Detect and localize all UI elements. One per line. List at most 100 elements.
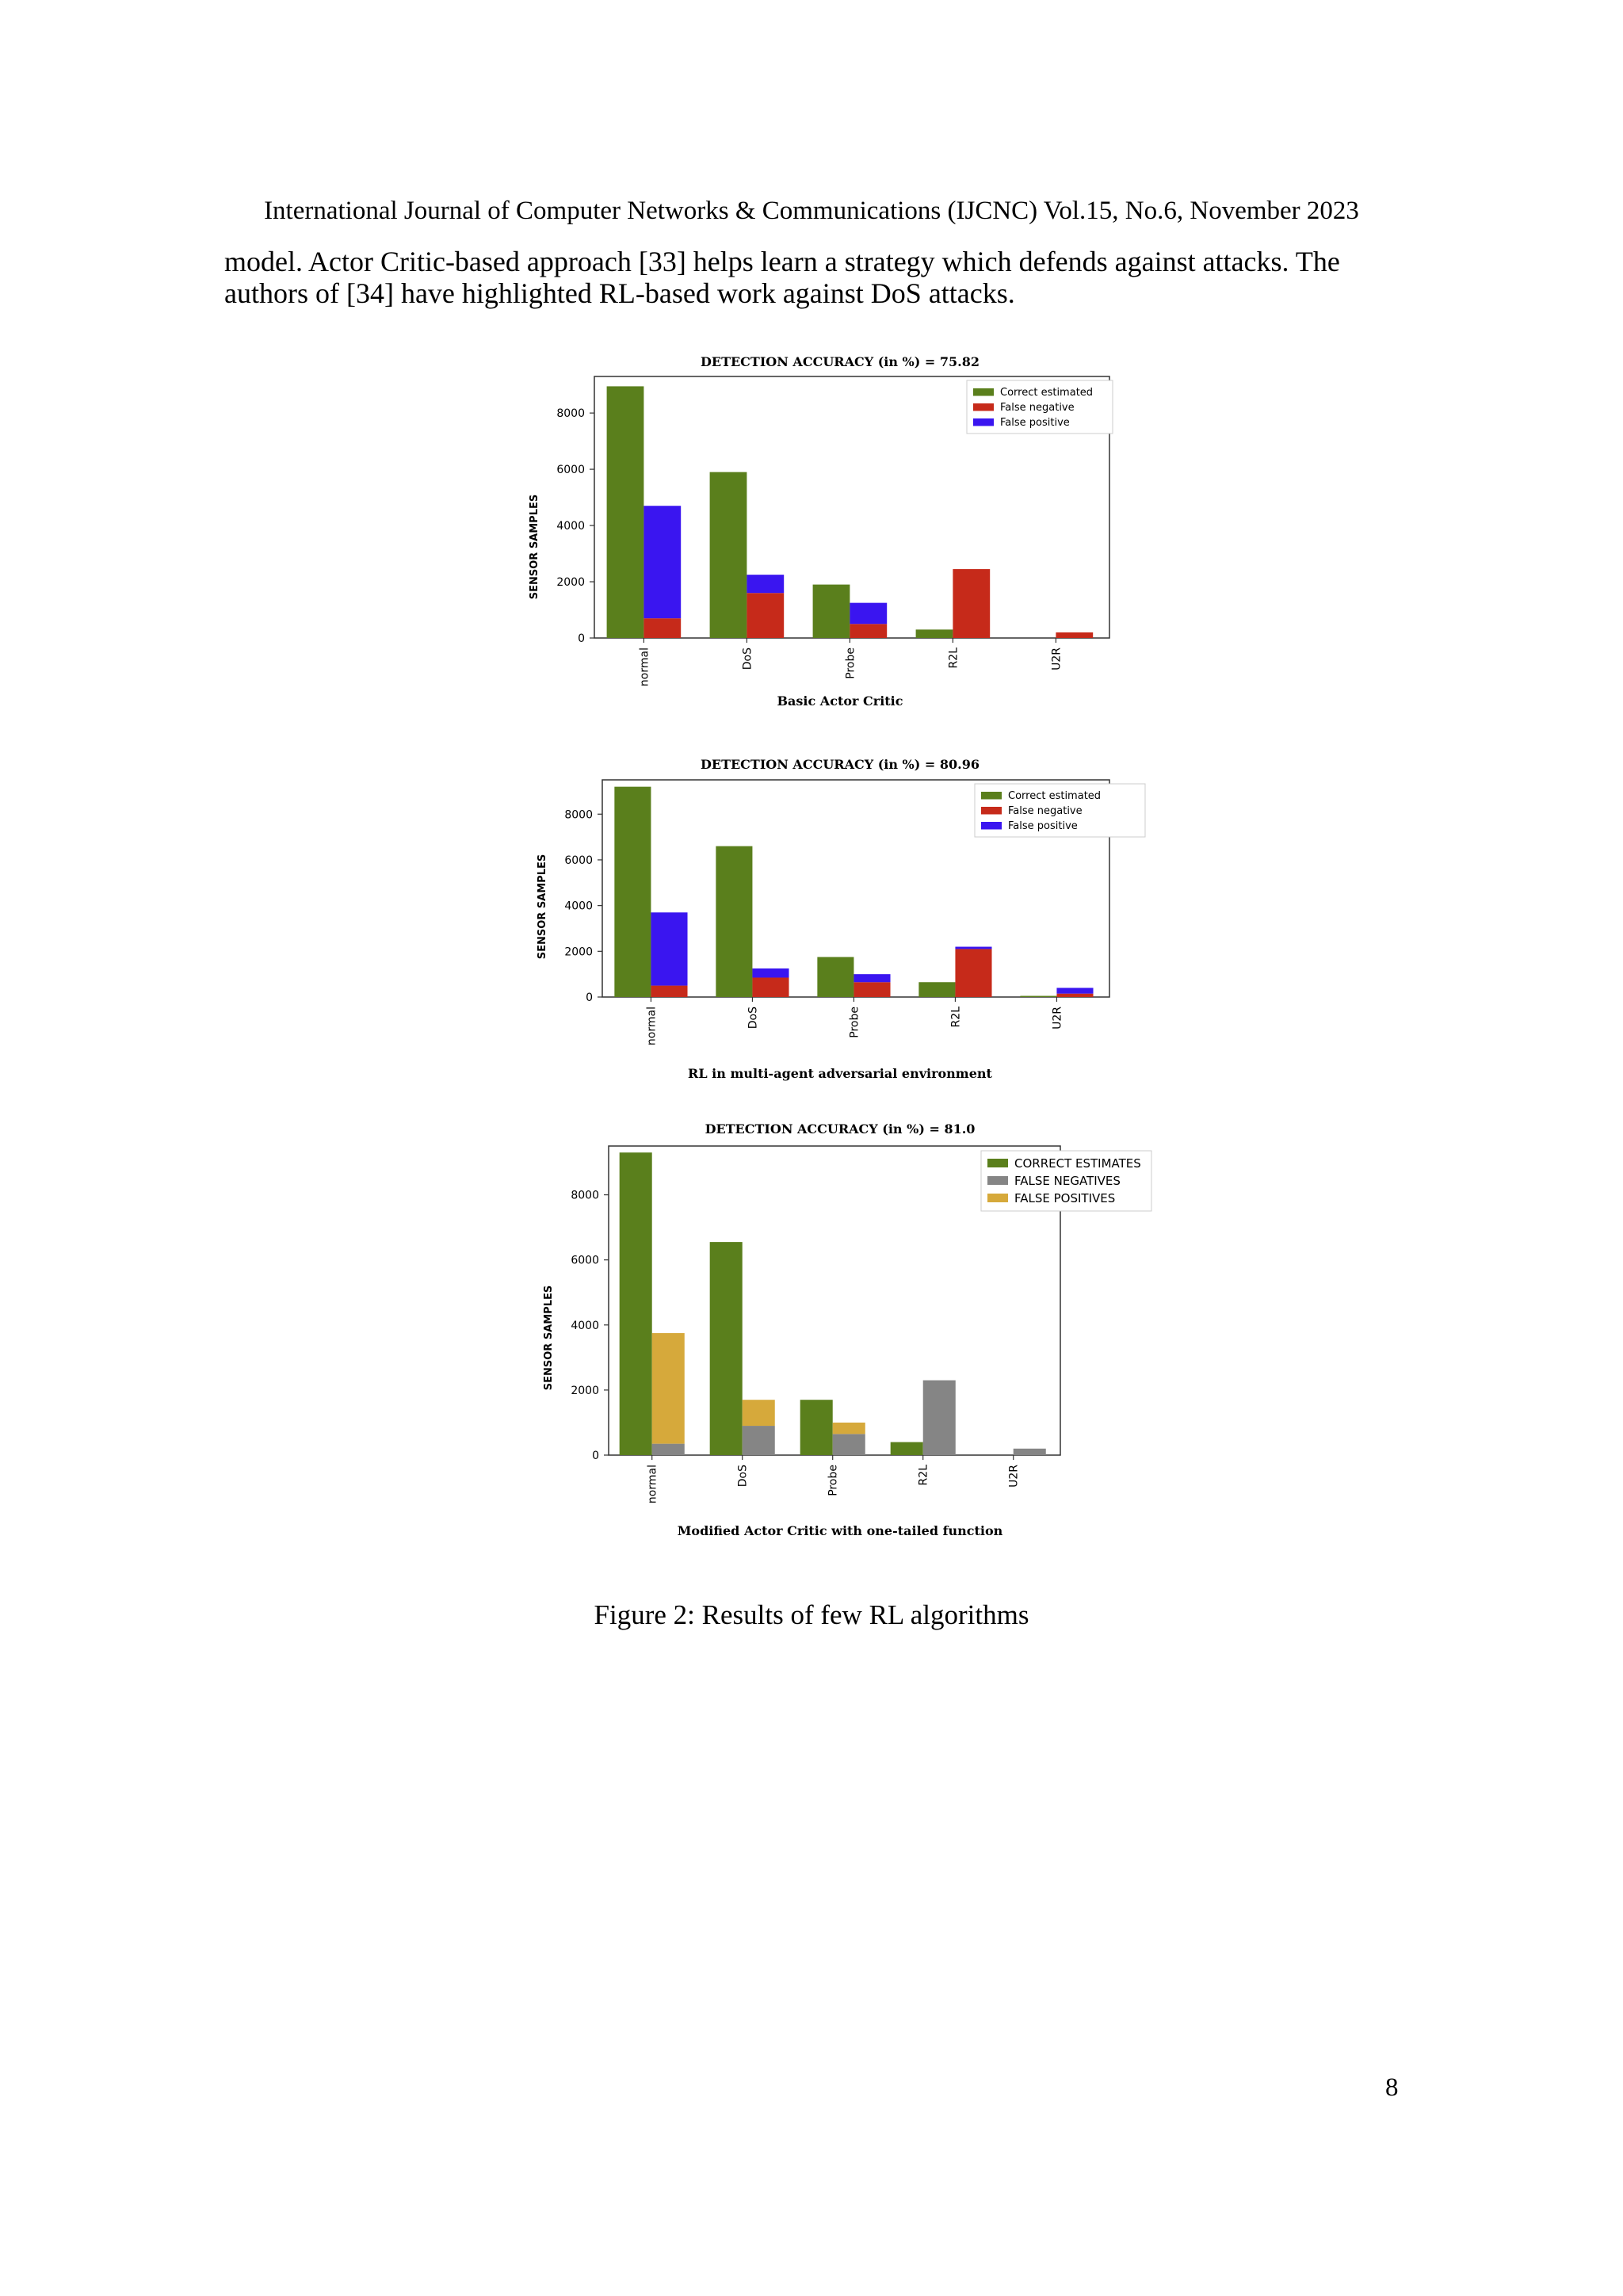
y-tick-label: 6000 <box>571 1255 599 1267</box>
bar-positive-normal <box>643 506 682 619</box>
x-tick-label-normal: normal <box>645 1007 658 1045</box>
y-tick-label: 4000 <box>571 1320 599 1332</box>
y-tick-label: 6000 <box>564 854 593 867</box>
bar-correct-probe <box>812 584 850 638</box>
x-tick-label-u2r: U2R <box>1008 1465 1021 1488</box>
bar-correct-dos <box>709 472 747 638</box>
bar-correct-probe <box>817 957 854 997</box>
bar-negative-r2l <box>953 569 991 638</box>
legend-swatch-correct <box>981 792 1002 800</box>
x-tick-label-normal: normal <box>647 1465 659 1503</box>
bar-negative-u2r <box>1056 632 1094 638</box>
bar-positive-normal <box>651 1333 685 1444</box>
bar-correct-r2l <box>918 982 956 997</box>
x-tick-label-probe: Probe <box>848 1007 861 1038</box>
y-axis-label: SENSOR SAMPLES <box>529 495 540 600</box>
bar-correct-r2l <box>915 629 953 638</box>
bar-negative-normal <box>643 618 682 638</box>
bar-negative-normal <box>651 1443 685 1455</box>
x-tick-label-dos: DoS <box>737 1465 750 1487</box>
legend-swatch-positive <box>987 1194 1008 1202</box>
legend-label-correct: CORRECT ESTIMATES <box>1014 1156 1141 1171</box>
bar-negative-u2r <box>1056 993 1094 997</box>
x-tick-label-u2r: U2R <box>1051 1007 1064 1030</box>
journal-header: International Journal of Computer Networ… <box>264 197 1359 225</box>
y-tick-label: 4000 <box>564 900 593 913</box>
x-tick-label-dos: DoS <box>747 1007 759 1029</box>
chart-legend: Correct estimated False negative False pos… <box>974 783 1146 838</box>
legend-swatch-correct <box>987 1159 1008 1167</box>
bar-correct-r2l <box>890 1442 923 1455</box>
legend-box <box>974 783 1146 838</box>
bar-correct-u2r <box>1020 995 1057 997</box>
figure-2-chart-basic-actor-critic: DETECTION ACCURACY (in %) = 75.82 0 2000 40… <box>529 354 1113 709</box>
chart-title: DETECTION ACCURACY (in %) = 81.0 <box>705 1121 976 1137</box>
x-tick-label-r2l: R2L <box>947 648 960 669</box>
x-tick-label-r2l: R2L <box>949 1007 962 1028</box>
legend-swatch-negative <box>981 807 1002 815</box>
bar-negative-probe <box>850 624 888 638</box>
legend-label-negative: False negative <box>1000 402 1075 414</box>
legend-swatch-positive <box>981 822 1002 830</box>
body-line-1: model. Actor Critic-based approach [33] … <box>224 246 1340 277</box>
chart-legend: CORRECT ESTIMATES FALSE NEGATIVES FALSE PO… <box>980 1150 1152 1212</box>
y-tick-label: 8000 <box>564 808 593 821</box>
y-tick-label: 4000 <box>556 520 585 533</box>
chart-subtitle: Modified Actor Critic with one-tailed fu… <box>678 1523 1003 1538</box>
figure-2-chart-multi-agent: DETECTION ACCURACY (in %) = 80.96 0 2000 40… <box>537 757 1146 1081</box>
bar-positive-dos <box>752 968 789 978</box>
bar-positive-probe <box>832 1422 865 1435</box>
bar-positive-r2l <box>955 946 992 949</box>
bar-negative-dos <box>752 977 789 997</box>
legend-label-negative: FALSE NEGATIVES <box>1014 1174 1121 1188</box>
legend-label-negative: False negative <box>1008 805 1083 817</box>
y-tick-label: 8000 <box>571 1190 599 1202</box>
legend-swatch-positive <box>973 418 994 426</box>
page-number: 8 <box>1385 2073 1399 2102</box>
bar-positive-probe <box>850 602 888 625</box>
chart-subtitle: Basic Actor Critic <box>777 693 903 709</box>
y-tick-label: 0 <box>586 991 593 1004</box>
bar-correct-dos <box>709 1242 743 1455</box>
y-tick-label: 8000 <box>556 407 585 420</box>
bar-positive-dos <box>747 575 785 594</box>
bar-negative-r2l <box>922 1380 956 1455</box>
bar-negative-dos <box>747 593 785 638</box>
bar-correct-normal <box>606 386 644 638</box>
bar-positive-probe <box>854 974 891 983</box>
x-tick-label-r2l: R2L <box>918 1465 930 1486</box>
figure-caption: Figure 2: Results of few RL algorithms <box>594 1599 1029 1630</box>
x-tick-label-probe: Probe <box>844 648 857 679</box>
legend-label-correct: Correct estimated <box>1008 790 1101 802</box>
figure-2-chart-modified-actor-critic: DETECTION ACCURACY (in %) = 81.0 0 2000 400… <box>543 1121 1152 1538</box>
legend-label-positive: False positive <box>1008 820 1078 832</box>
y-tick-label: 2000 <box>564 946 593 958</box>
bar-positive-dos <box>742 1400 775 1427</box>
legend-label-correct: Correct estimated <box>1000 387 1093 399</box>
x-tick-label-dos: DoS <box>741 648 754 670</box>
bar-negative-dos <box>742 1426 775 1455</box>
bar-positive-u2r <box>1056 988 1094 994</box>
x-tick-label-normal: normal <box>638 648 651 686</box>
chart-subtitle: RL in multi-agent adversarial environmen… <box>688 1066 993 1081</box>
bar-negative-u2r <box>1013 1448 1046 1455</box>
y-tick-label: 0 <box>592 1450 599 1462</box>
legend-label-positive: FALSE POSITIVES <box>1014 1191 1115 1205</box>
y-tick-label: 0 <box>578 632 585 645</box>
x-tick-label-u2r: U2R <box>1050 648 1063 670</box>
chart-legend: Correct estimated False negative False pos… <box>966 380 1113 434</box>
bar-correct-dos <box>716 846 753 997</box>
legend-swatch-correct <box>973 388 994 396</box>
bar-positive-normal <box>651 912 688 986</box>
y-tick-label: 6000 <box>556 464 585 476</box>
y-tick-label: 2000 <box>571 1385 599 1397</box>
x-tick-label-probe: Probe <box>827 1465 840 1496</box>
body-paragraph: model. Actor Critic-based approach [33] … <box>224 246 1413 309</box>
bar-negative-normal <box>651 985 688 997</box>
bar-negative-probe <box>854 982 891 997</box>
chart-title: DETECTION ACCURACY (in %) = 80.96 <box>701 757 980 772</box>
chart-title: DETECTION ACCURACY (in %) = 75.82 <box>701 354 980 369</box>
legend-swatch-negative <box>987 1176 1008 1185</box>
bar-correct-normal <box>619 1152 652 1455</box>
bar-negative-r2l <box>955 949 992 997</box>
